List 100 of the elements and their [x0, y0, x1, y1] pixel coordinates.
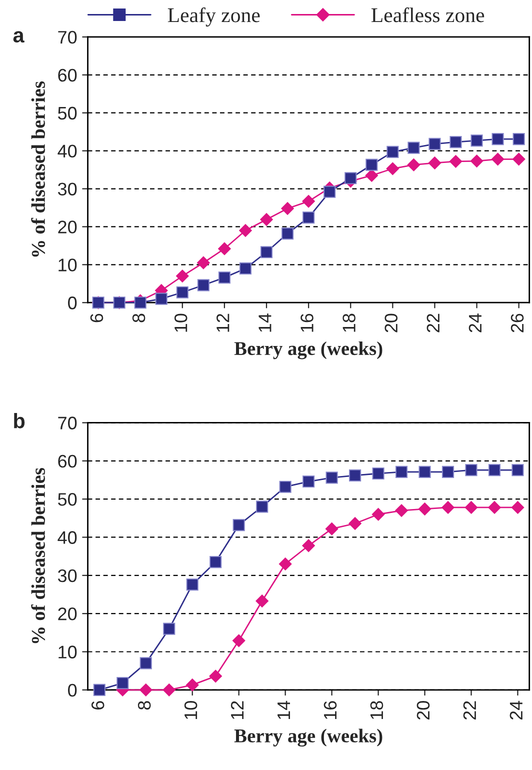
point	[428, 138, 441, 150]
point	[326, 472, 338, 484]
point	[232, 634, 246, 648]
point	[464, 501, 478, 514]
y-tick-label: 20	[58, 220, 77, 234]
y-tick-label: 60	[58, 454, 77, 468]
point	[372, 467, 384, 480]
y-tick-label: 20	[58, 608, 77, 620]
point	[281, 202, 294, 215]
point	[386, 162, 400, 176]
point	[372, 508, 385, 521]
point	[209, 670, 222, 683]
legend-label: Leafy zone	[168, 7, 260, 27]
y-tick-label: 30	[58, 182, 77, 196]
point	[232, 518, 245, 532]
point	[512, 152, 526, 166]
point	[325, 522, 338, 536]
point	[470, 134, 483, 147]
point	[324, 186, 336, 198]
x-tick-label: 10	[174, 314, 188, 332]
text: a	[13, 31, 24, 43]
point	[186, 678, 199, 692]
point	[256, 500, 268, 513]
point	[408, 142, 420, 154]
point	[512, 133, 525, 146]
y-tick-label: 50	[58, 493, 77, 506]
y-axis-title: % of diseased berries	[31, 81, 46, 257]
point	[197, 279, 210, 292]
x-tick-label: 22	[426, 314, 440, 332]
point	[407, 158, 420, 172]
point	[281, 228, 294, 240]
x-tick-label: 8	[138, 701, 151, 710]
y-tick-label: 70	[58, 30, 77, 44]
point	[134, 296, 146, 309]
point	[348, 517, 362, 530]
point	[155, 292, 168, 305]
point	[450, 136, 462, 148]
x-axis-title: Berry age (weeks)	[234, 341, 382, 360]
point	[210, 556, 222, 568]
point	[465, 464, 478, 476]
x-tick-label: 16	[324, 701, 337, 720]
x-tick-label: 14	[258, 314, 272, 332]
point	[302, 194, 315, 208]
point	[176, 286, 188, 298]
x-tick-label: 16	[300, 314, 314, 332]
point	[218, 242, 231, 256]
point	[395, 504, 408, 517]
x-tick-label: 14	[278, 700, 290, 720]
point	[239, 224, 252, 237]
point	[260, 246, 273, 258]
y-tick-label: 0	[68, 684, 77, 697]
point	[162, 684, 176, 696]
point	[365, 169, 378, 182]
y-tick-label: 30	[58, 569, 77, 582]
point	[186, 578, 198, 591]
point	[442, 466, 454, 478]
point	[442, 501, 454, 514]
y-tick-label: 10	[58, 646, 77, 658]
point	[163, 622, 176, 635]
point	[386, 146, 399, 158]
point	[239, 262, 252, 274]
x-tick-label: 22	[463, 701, 476, 720]
point	[366, 158, 378, 171]
x-tick-label: 20	[384, 314, 398, 332]
text: b	[14, 413, 25, 428]
point	[395, 466, 408, 478]
point	[93, 684, 106, 696]
point	[140, 657, 152, 670]
x-tick-label: 18	[370, 701, 384, 720]
y-tick-label: 50	[58, 106, 77, 120]
x-tick-label: 12	[230, 701, 244, 720]
x-tick-label: 24	[510, 700, 522, 720]
point	[302, 212, 315, 224]
x-tick-label: 6	[91, 701, 104, 710]
point	[492, 133, 504, 146]
point	[302, 539, 315, 552]
point	[279, 480, 292, 493]
y-tick-label: 40	[58, 531, 77, 544]
point	[140, 684, 152, 696]
x-tick-label: 12	[216, 314, 230, 332]
point	[428, 156, 442, 170]
legend-label: Leafless zone	[371, 7, 484, 22]
point	[512, 464, 524, 476]
point	[488, 464, 501, 476]
y-tick-label: 60	[58, 68, 77, 82]
point	[218, 272, 230, 284]
point	[256, 594, 268, 608]
point	[302, 475, 315, 488]
point	[278, 558, 292, 570]
point	[418, 466, 431, 478]
point	[116, 677, 129, 690]
point	[491, 152, 504, 166]
point	[344, 172, 357, 184]
y-tick-label: 0	[68, 296, 77, 310]
point	[488, 501, 501, 514]
x-tick-label: 24	[468, 314, 482, 332]
point	[176, 270, 189, 282]
point	[418, 502, 432, 516]
y-tick-label: 40	[58, 144, 77, 158]
x-tick-label: 6	[90, 314, 104, 322]
